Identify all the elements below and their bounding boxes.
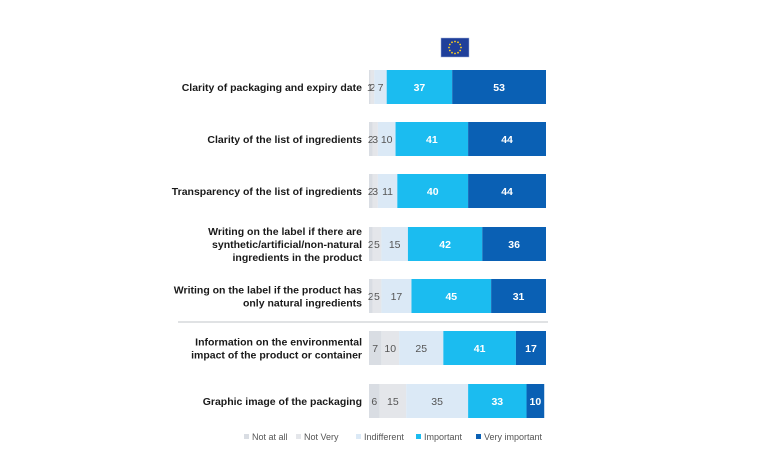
legend-swatch — [356, 434, 361, 439]
data-label: 2 — [368, 291, 374, 303]
data-label: 2 — [368, 239, 374, 251]
category-label: Information on the environmental impact o… — [191, 337, 362, 362]
data-label: 35 — [431, 396, 443, 408]
bar-segment-not-very — [381, 331, 400, 365]
data-label: 11 — [382, 186, 393, 198]
data-label: 53 — [493, 82, 505, 94]
bar-segment-important — [386, 70, 453, 104]
data-label: 10 — [530, 396, 542, 408]
bar-segment-not-at-all — [369, 384, 380, 418]
category-label: Clarity of packaging and expiry date — [182, 82, 362, 94]
data-label: 2 — [368, 186, 374, 198]
bar-segment-not-very — [372, 227, 382, 261]
data-label: 1 — [367, 82, 373, 94]
data-label: 7 — [378, 82, 384, 94]
data-label: 5 — [374, 239, 380, 251]
data-label: 17 — [525, 343, 537, 355]
bar-segment-not-at-all — [369, 279, 373, 313]
data-label: 44 — [501, 134, 513, 146]
bar-segment-important — [411, 279, 492, 313]
bar-segment-indifferent — [381, 279, 412, 313]
data-label: 10 — [384, 343, 396, 355]
data-label: 15 — [387, 396, 399, 408]
data-label: 25 — [415, 343, 427, 355]
bar-segment-indifferent — [374, 70, 387, 104]
bar-segment-very-important — [491, 279, 546, 313]
legend-swatch — [296, 434, 301, 439]
category-label: Writing on the label if the product has o… — [174, 285, 362, 310]
legend-label: Not Very — [304, 432, 339, 442]
category-label: Clarity of the list of ingredients — [207, 134, 362, 146]
category-label: Graphic image of the packaging — [203, 396, 362, 408]
bar-segment-very-important — [526, 384, 545, 418]
data-label: 3 — [372, 134, 378, 146]
data-label: 44 — [501, 186, 513, 198]
data-label: 33 — [491, 396, 503, 408]
category-label: Writing on the label if there are synthet… — [208, 226, 362, 264]
data-label: 15 — [389, 239, 401, 251]
legend-entry: Indifferent — [356, 432, 404, 442]
bar-segment-important — [443, 331, 516, 365]
legend-label: Important — [424, 432, 463, 442]
legend-entry: Very important — [476, 432, 543, 442]
bar-segment-very-important — [468, 174, 546, 208]
data-label: 41 — [474, 343, 486, 355]
data-label: 7 — [372, 343, 378, 355]
data-label: 2 — [368, 134, 374, 146]
bar-segment-indifferent — [377, 122, 396, 156]
data-label: 42 — [439, 239, 451, 251]
bar-segment-important — [395, 122, 469, 156]
data-label: 40 — [427, 186, 439, 198]
data-label: 45 — [445, 291, 457, 303]
legend-label: Very important — [484, 432, 543, 442]
bar-segment-not-very — [372, 279, 382, 313]
legend-entry: Not at all — [244, 432, 288, 442]
legend-label: Indifferent — [364, 432, 404, 442]
bar-segment-indifferent — [377, 174, 398, 208]
bar-segment-indifferent — [406, 384, 469, 418]
bar-segment-important — [407, 227, 483, 261]
bar-segment-very-important — [468, 122, 546, 156]
bar-segment-very-important — [515, 331, 546, 365]
bar-segment-not-at-all — [369, 331, 382, 365]
data-label: 6 — [371, 396, 377, 408]
data-label: 3 — [372, 186, 378, 198]
legend-entry: Important — [416, 432, 463, 442]
bar-segment-important — [468, 384, 527, 418]
legend-swatch — [416, 434, 421, 439]
bar-segment-not-very — [379, 384, 407, 418]
bar-segment-indifferent — [381, 227, 408, 261]
bar-segment-not-very — [372, 122, 378, 156]
bar-segment-not-very — [372, 174, 378, 208]
bar-segment-important — [397, 174, 469, 208]
bar-segment-not-at-all — [369, 174, 373, 208]
eu-flag-icon — [440, 37, 470, 58]
bar-segment-not-at-all — [369, 122, 373, 156]
legend-entry: Not Very — [296, 432, 339, 442]
data-label: 36 — [508, 239, 520, 251]
data-label: 37 — [414, 82, 426, 94]
data-label: 10 — [381, 134, 393, 146]
bar-segment-very-important — [452, 70, 546, 104]
data-label: 31 — [513, 291, 525, 303]
bar-segment-not-very — [370, 70, 375, 104]
bar-segment-very-important — [482, 227, 546, 261]
legend-swatch — [244, 434, 249, 439]
data-label: 17 — [391, 291, 403, 303]
bar-segment-not-at-all — [369, 70, 371, 104]
category-label: Transparency of the list of ingredients — [172, 186, 362, 198]
legend-swatch — [476, 434, 481, 439]
data-label: 2 — [370, 82, 376, 94]
legend-label: Not at all — [252, 432, 288, 442]
data-label: 5 — [374, 291, 380, 303]
bar-segment-indifferent — [399, 331, 444, 365]
bar-segment-not-at-all — [369, 227, 373, 261]
data-label: 41 — [426, 134, 438, 146]
